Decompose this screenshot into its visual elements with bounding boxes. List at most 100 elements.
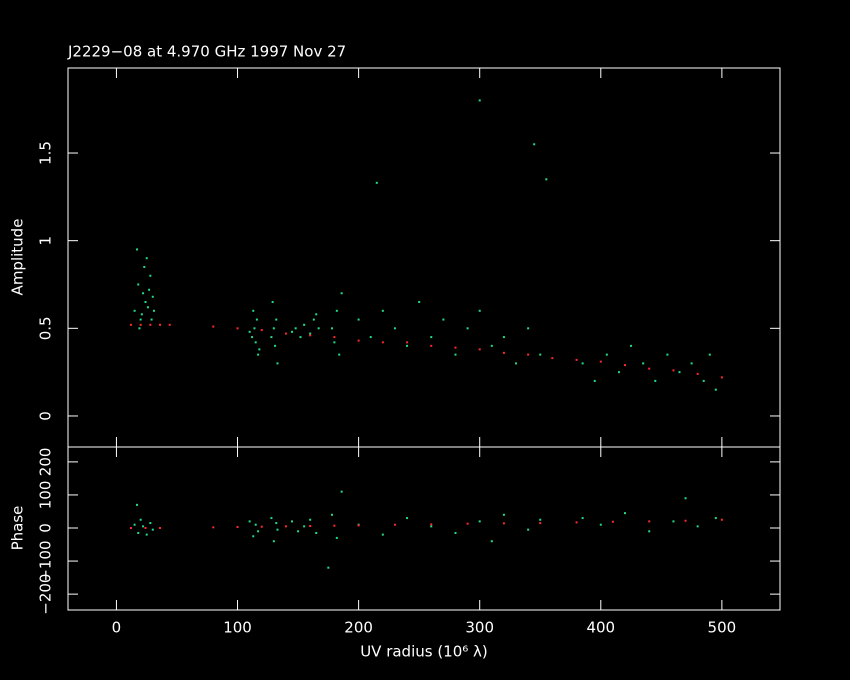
point <box>490 344 493 347</box>
point <box>260 525 263 528</box>
y-tick-label: −200 <box>37 574 55 615</box>
point <box>714 388 717 391</box>
point <box>502 336 505 339</box>
y-tick-label: 1 <box>37 236 55 246</box>
point <box>145 257 148 260</box>
point <box>502 522 505 525</box>
point <box>478 348 481 351</box>
point <box>545 178 548 181</box>
x-tick-label: 0 <box>112 619 122 637</box>
point <box>624 512 627 515</box>
x-axis-label: UV radius (10⁶ λ) <box>360 643 488 661</box>
point <box>533 143 536 146</box>
point <box>381 309 384 312</box>
point <box>257 353 260 356</box>
point <box>406 344 409 347</box>
point <box>527 353 530 356</box>
y-axis-label: Amplitude <box>9 219 27 296</box>
point <box>309 518 312 521</box>
point <box>539 353 542 356</box>
point <box>137 531 140 534</box>
point <box>696 372 699 375</box>
y-tick-label: 200 <box>37 448 55 477</box>
y-axis-label: Phase <box>9 506 27 551</box>
y-tick-label: 1.5 <box>37 141 55 165</box>
point <box>150 318 153 321</box>
point <box>309 332 312 335</box>
point <box>406 517 409 520</box>
point <box>478 309 481 312</box>
point <box>648 367 651 370</box>
point <box>369 336 372 339</box>
point <box>136 503 139 506</box>
point <box>454 346 457 349</box>
point <box>139 318 142 321</box>
point <box>136 248 139 251</box>
point <box>502 513 505 516</box>
point <box>393 327 396 330</box>
point <box>430 344 433 347</box>
point <box>720 518 723 521</box>
point <box>294 327 297 330</box>
point <box>275 522 278 525</box>
point <box>333 524 336 527</box>
point <box>144 527 147 530</box>
point <box>357 339 360 342</box>
point <box>138 327 141 330</box>
x-tick-label: 500 <box>708 619 737 637</box>
point <box>678 371 681 374</box>
panel-frame <box>67 446 781 611</box>
point <box>159 527 162 530</box>
point <box>599 360 602 363</box>
point <box>284 525 287 528</box>
point <box>212 325 215 328</box>
point <box>502 351 505 354</box>
point <box>133 309 136 312</box>
chart-title: J2229−08 at 4.970 GHz 1997 Nov 27 <box>67 43 346 61</box>
point <box>714 517 717 520</box>
point <box>276 362 279 365</box>
point <box>575 521 578 524</box>
point <box>146 306 149 309</box>
point <box>140 313 143 316</box>
point <box>708 353 711 356</box>
point <box>340 292 343 295</box>
point <box>490 540 493 543</box>
point <box>252 535 255 538</box>
point <box>666 353 669 356</box>
point <box>654 379 657 382</box>
point <box>442 318 445 321</box>
point <box>129 527 132 530</box>
point <box>275 318 278 321</box>
point <box>684 497 687 500</box>
point <box>297 530 300 533</box>
point <box>291 520 294 523</box>
point <box>255 318 258 321</box>
point <box>258 348 261 351</box>
point <box>330 513 333 516</box>
point <box>690 362 693 365</box>
point <box>406 341 409 344</box>
point <box>254 523 257 526</box>
point <box>611 520 614 523</box>
point <box>581 362 584 365</box>
point <box>315 313 318 316</box>
point <box>702 379 705 382</box>
point <box>624 364 627 367</box>
point <box>381 341 384 344</box>
point <box>139 323 142 326</box>
point <box>272 327 275 330</box>
point <box>151 528 154 531</box>
point <box>454 531 457 534</box>
x-tick-label: 200 <box>344 619 373 637</box>
point <box>430 523 433 526</box>
point <box>684 519 687 522</box>
point <box>515 362 518 365</box>
point <box>276 528 279 531</box>
point <box>333 336 336 339</box>
point <box>333 341 336 344</box>
point <box>291 330 294 333</box>
point <box>527 528 530 531</box>
point <box>152 309 155 312</box>
